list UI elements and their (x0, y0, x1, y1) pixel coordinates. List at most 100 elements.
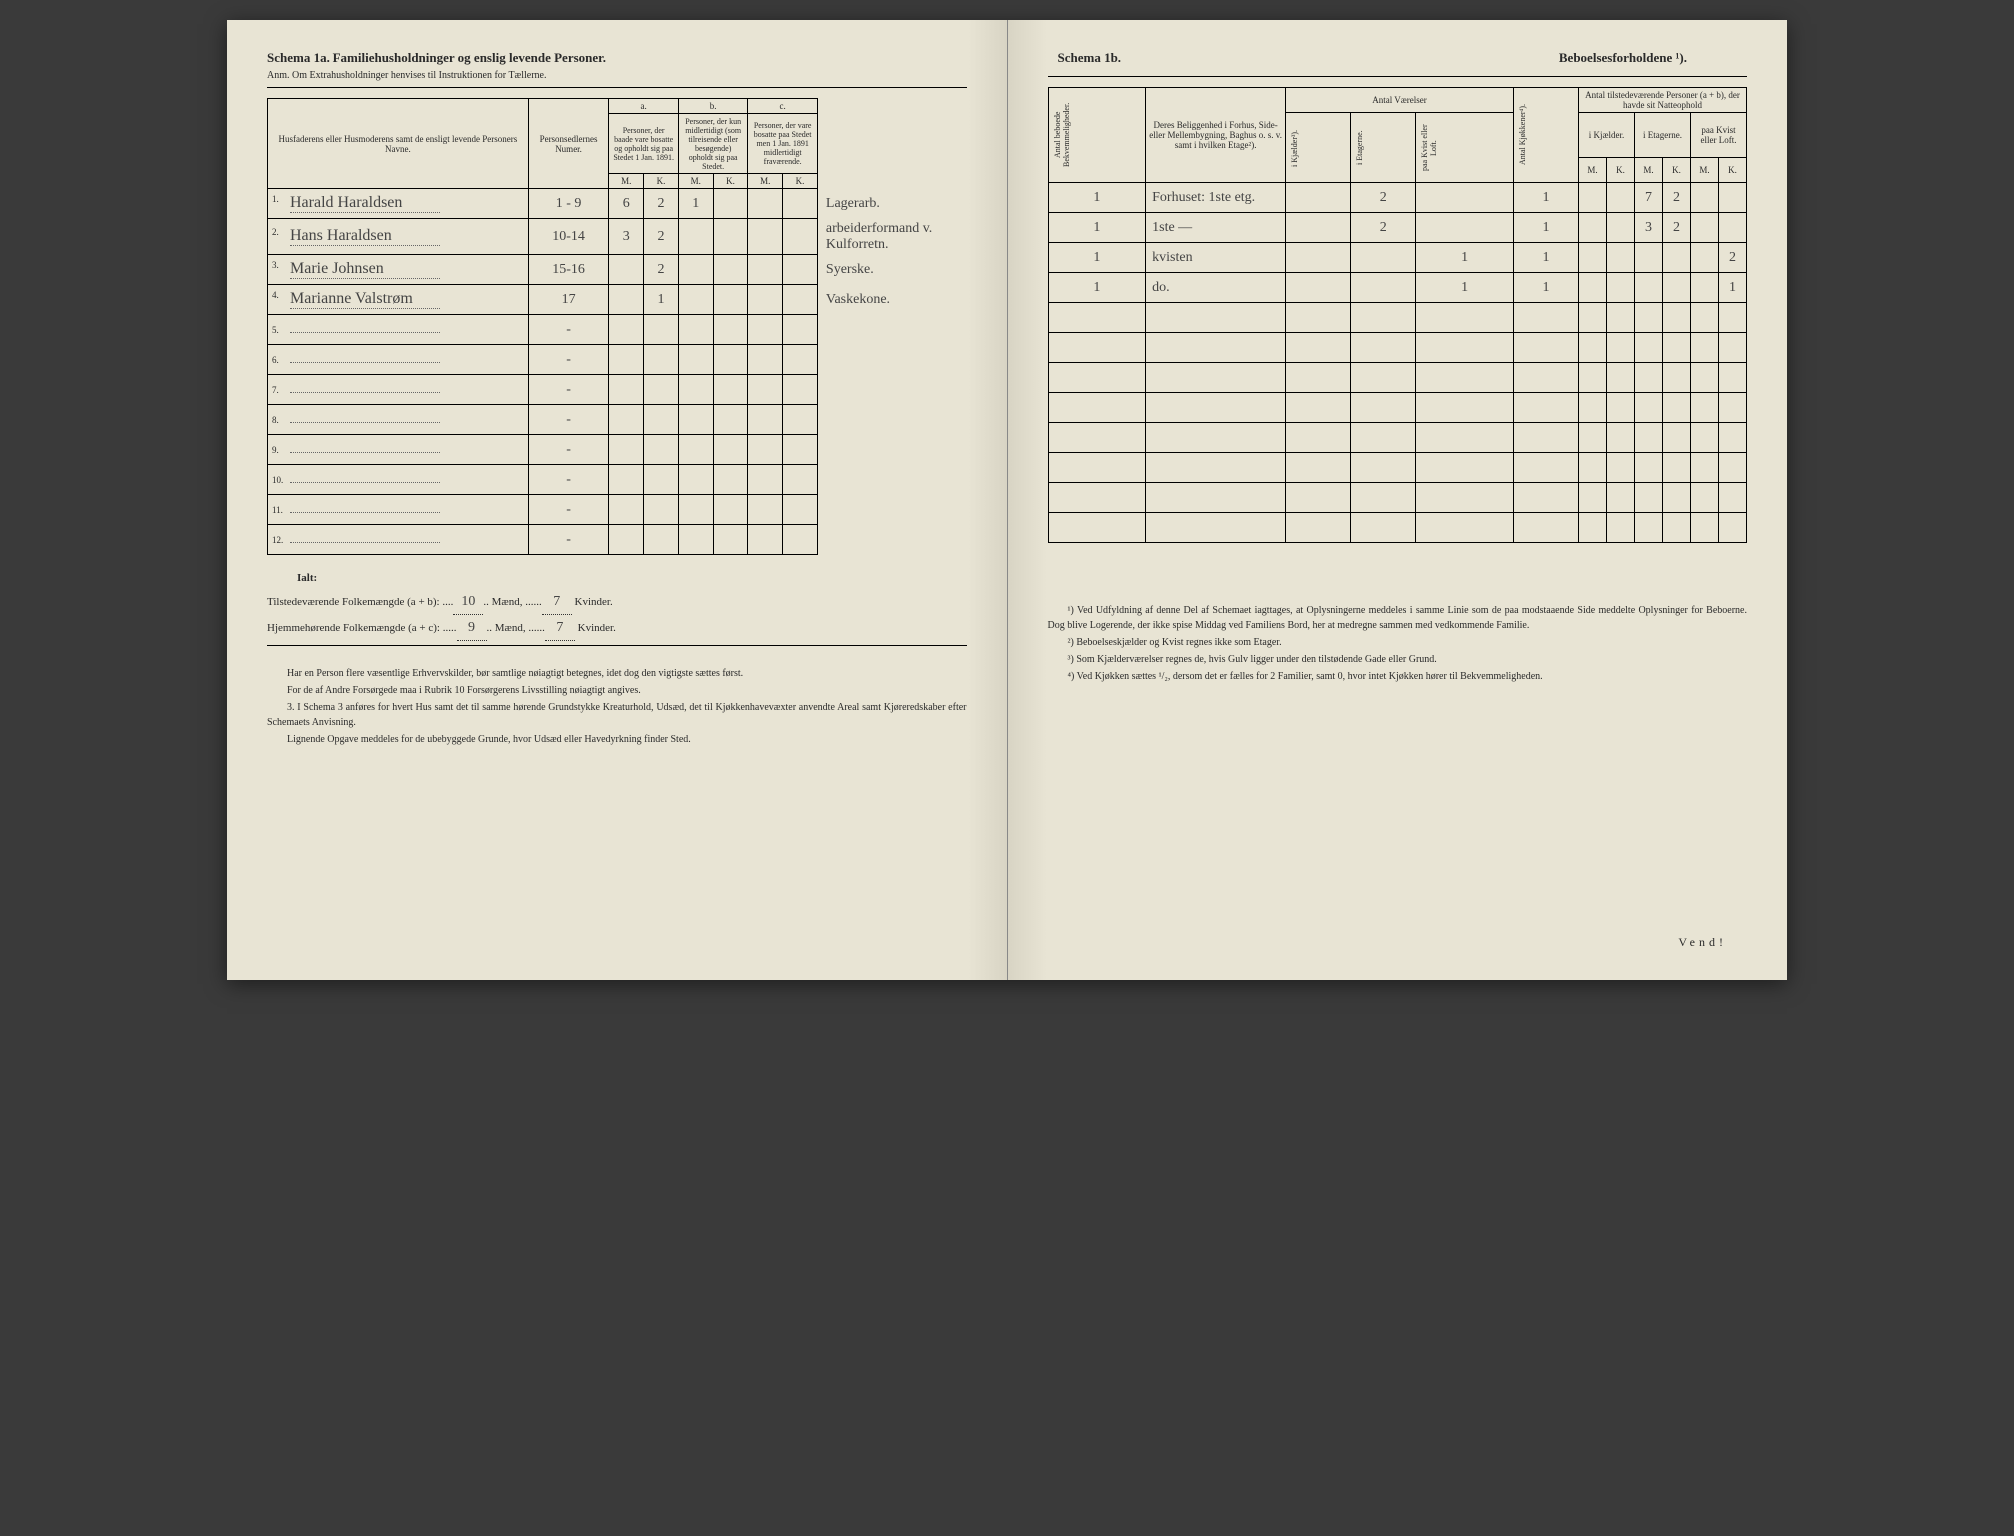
table-row: 5. - (268, 315, 967, 345)
bekv: 1 (1048, 243, 1146, 273)
kk (1513, 393, 1578, 423)
et: 2 (1351, 183, 1416, 213)
footnote-p3: 3. I Schema 3 anføres for hvert Hus samt… (267, 700, 967, 730)
document-spread: Schema 1a. Familiehusholdninger og ensli… (227, 20, 1787, 980)
lm (1691, 363, 1719, 393)
note-cell (817, 435, 966, 465)
ek (1663, 453, 1691, 483)
em (1635, 513, 1663, 543)
kk: 1 (1513, 183, 1578, 213)
header-b: b. (678, 99, 748, 114)
km (1579, 483, 1607, 513)
et (1351, 243, 1416, 273)
name-cell: 12. (268, 525, 529, 555)
aM (609, 405, 644, 435)
kj (1286, 453, 1351, 483)
hjem-k: 7 (545, 615, 575, 641)
bekv (1048, 483, 1146, 513)
et (1351, 273, 1416, 303)
ek (1663, 393, 1691, 423)
cM (748, 255, 783, 285)
note-cell (817, 375, 966, 405)
table-row: 6. - (268, 345, 967, 375)
ek (1663, 243, 1691, 273)
et (1351, 423, 1416, 453)
num-cell: 17 (528, 285, 609, 315)
lm (1691, 243, 1719, 273)
aM: 6 (609, 189, 644, 219)
bekv (1048, 363, 1146, 393)
header-c-text: Personer, der vare bosatte paa Stedet me… (748, 114, 818, 174)
kj (1286, 183, 1351, 213)
bK (713, 375, 748, 405)
bM (678, 375, 713, 405)
ek: 2 (1663, 183, 1691, 213)
kk (1513, 333, 1578, 363)
footnote-3: ³) Som Kjælderværelser regnes de, hvis G… (1048, 652, 1748, 667)
cM (748, 465, 783, 495)
bekv (1048, 393, 1146, 423)
note-cell (817, 315, 966, 345)
bM (678, 465, 713, 495)
tilst-k: 7 (542, 589, 572, 615)
belig (1146, 483, 1286, 513)
kk: 1 (1513, 243, 1578, 273)
bK (713, 435, 748, 465)
table-row: 9. - (268, 435, 967, 465)
lk (1719, 183, 1747, 213)
cM (748, 495, 783, 525)
aK (644, 405, 679, 435)
em (1635, 243, 1663, 273)
bK (713, 255, 748, 285)
note-cell (817, 465, 966, 495)
kv (1416, 213, 1514, 243)
header-tilst: Antal tilstedeværende Personer (a + b), … (1579, 88, 1747, 113)
km (1579, 213, 1607, 243)
cK (783, 465, 818, 495)
num-cell: 1 - 9 (528, 189, 609, 219)
header-antal-v: Antal Værelser (1286, 88, 1514, 113)
kkv (1607, 423, 1635, 453)
tilst-label: Tilstedeværende Folkemængde (a + b): (267, 596, 440, 608)
et (1351, 453, 1416, 483)
footnote-4: ⁴) Ved Kjøkken sættes ¹/₂, dersom det er… (1048, 669, 1748, 684)
ek (1663, 513, 1691, 543)
lm (1691, 303, 1719, 333)
num-cell: - (528, 495, 609, 525)
table-row: 1 Forhuset: 1ste etg. 2 1 7 2 (1048, 183, 1747, 213)
name-cell: 4.Marianne Valstrøm (268, 285, 529, 315)
name-cell: 8. (268, 405, 529, 435)
footnote-p4: Lignende Opgave meddeles for de ubebygge… (267, 732, 967, 747)
table-row: 1 1ste — 2 1 3 2 (1048, 213, 1747, 243)
header-m: M. (1691, 158, 1719, 183)
bK (713, 219, 748, 255)
kvinder: Kvinder. (575, 596, 613, 608)
bekv: 1 (1048, 273, 1146, 303)
lm (1691, 393, 1719, 423)
cK (783, 405, 818, 435)
cK (783, 435, 818, 465)
bM (678, 219, 713, 255)
belig (1146, 393, 1286, 423)
schema-1a-title: Schema 1a. (267, 50, 330, 65)
cK (783, 255, 818, 285)
num-cell: - (528, 315, 609, 345)
table-row (1048, 483, 1747, 513)
bK (713, 495, 748, 525)
note-cell: Vaskekone. (817, 285, 966, 315)
schema-1b-table: Antal beboede Bekvemmeligheder. Deres Be… (1048, 87, 1748, 543)
schema-1b-subtitle: Beboelsesforholdene ¹). (1559, 50, 1687, 66)
table-row (1048, 393, 1747, 423)
note-cell: Syerske. (817, 255, 966, 285)
kj (1286, 333, 1351, 363)
cK (783, 285, 818, 315)
header-k: K. (1719, 158, 1747, 183)
et (1351, 363, 1416, 393)
footnote-1: ¹) Ved Udfyldning af denne Del af Schema… (1048, 603, 1748, 633)
lm (1691, 183, 1719, 213)
table-row: 7. - (268, 375, 967, 405)
bK (713, 345, 748, 375)
lk: 2 (1719, 243, 1747, 273)
kk: 1 (1513, 273, 1578, 303)
tilst-m: 10 (453, 589, 483, 615)
